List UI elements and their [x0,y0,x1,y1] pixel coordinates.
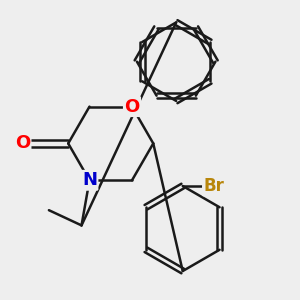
Text: N: N [82,171,97,189]
Text: Br: Br [203,177,224,195]
Text: O: O [15,134,30,152]
Text: O: O [124,98,140,116]
